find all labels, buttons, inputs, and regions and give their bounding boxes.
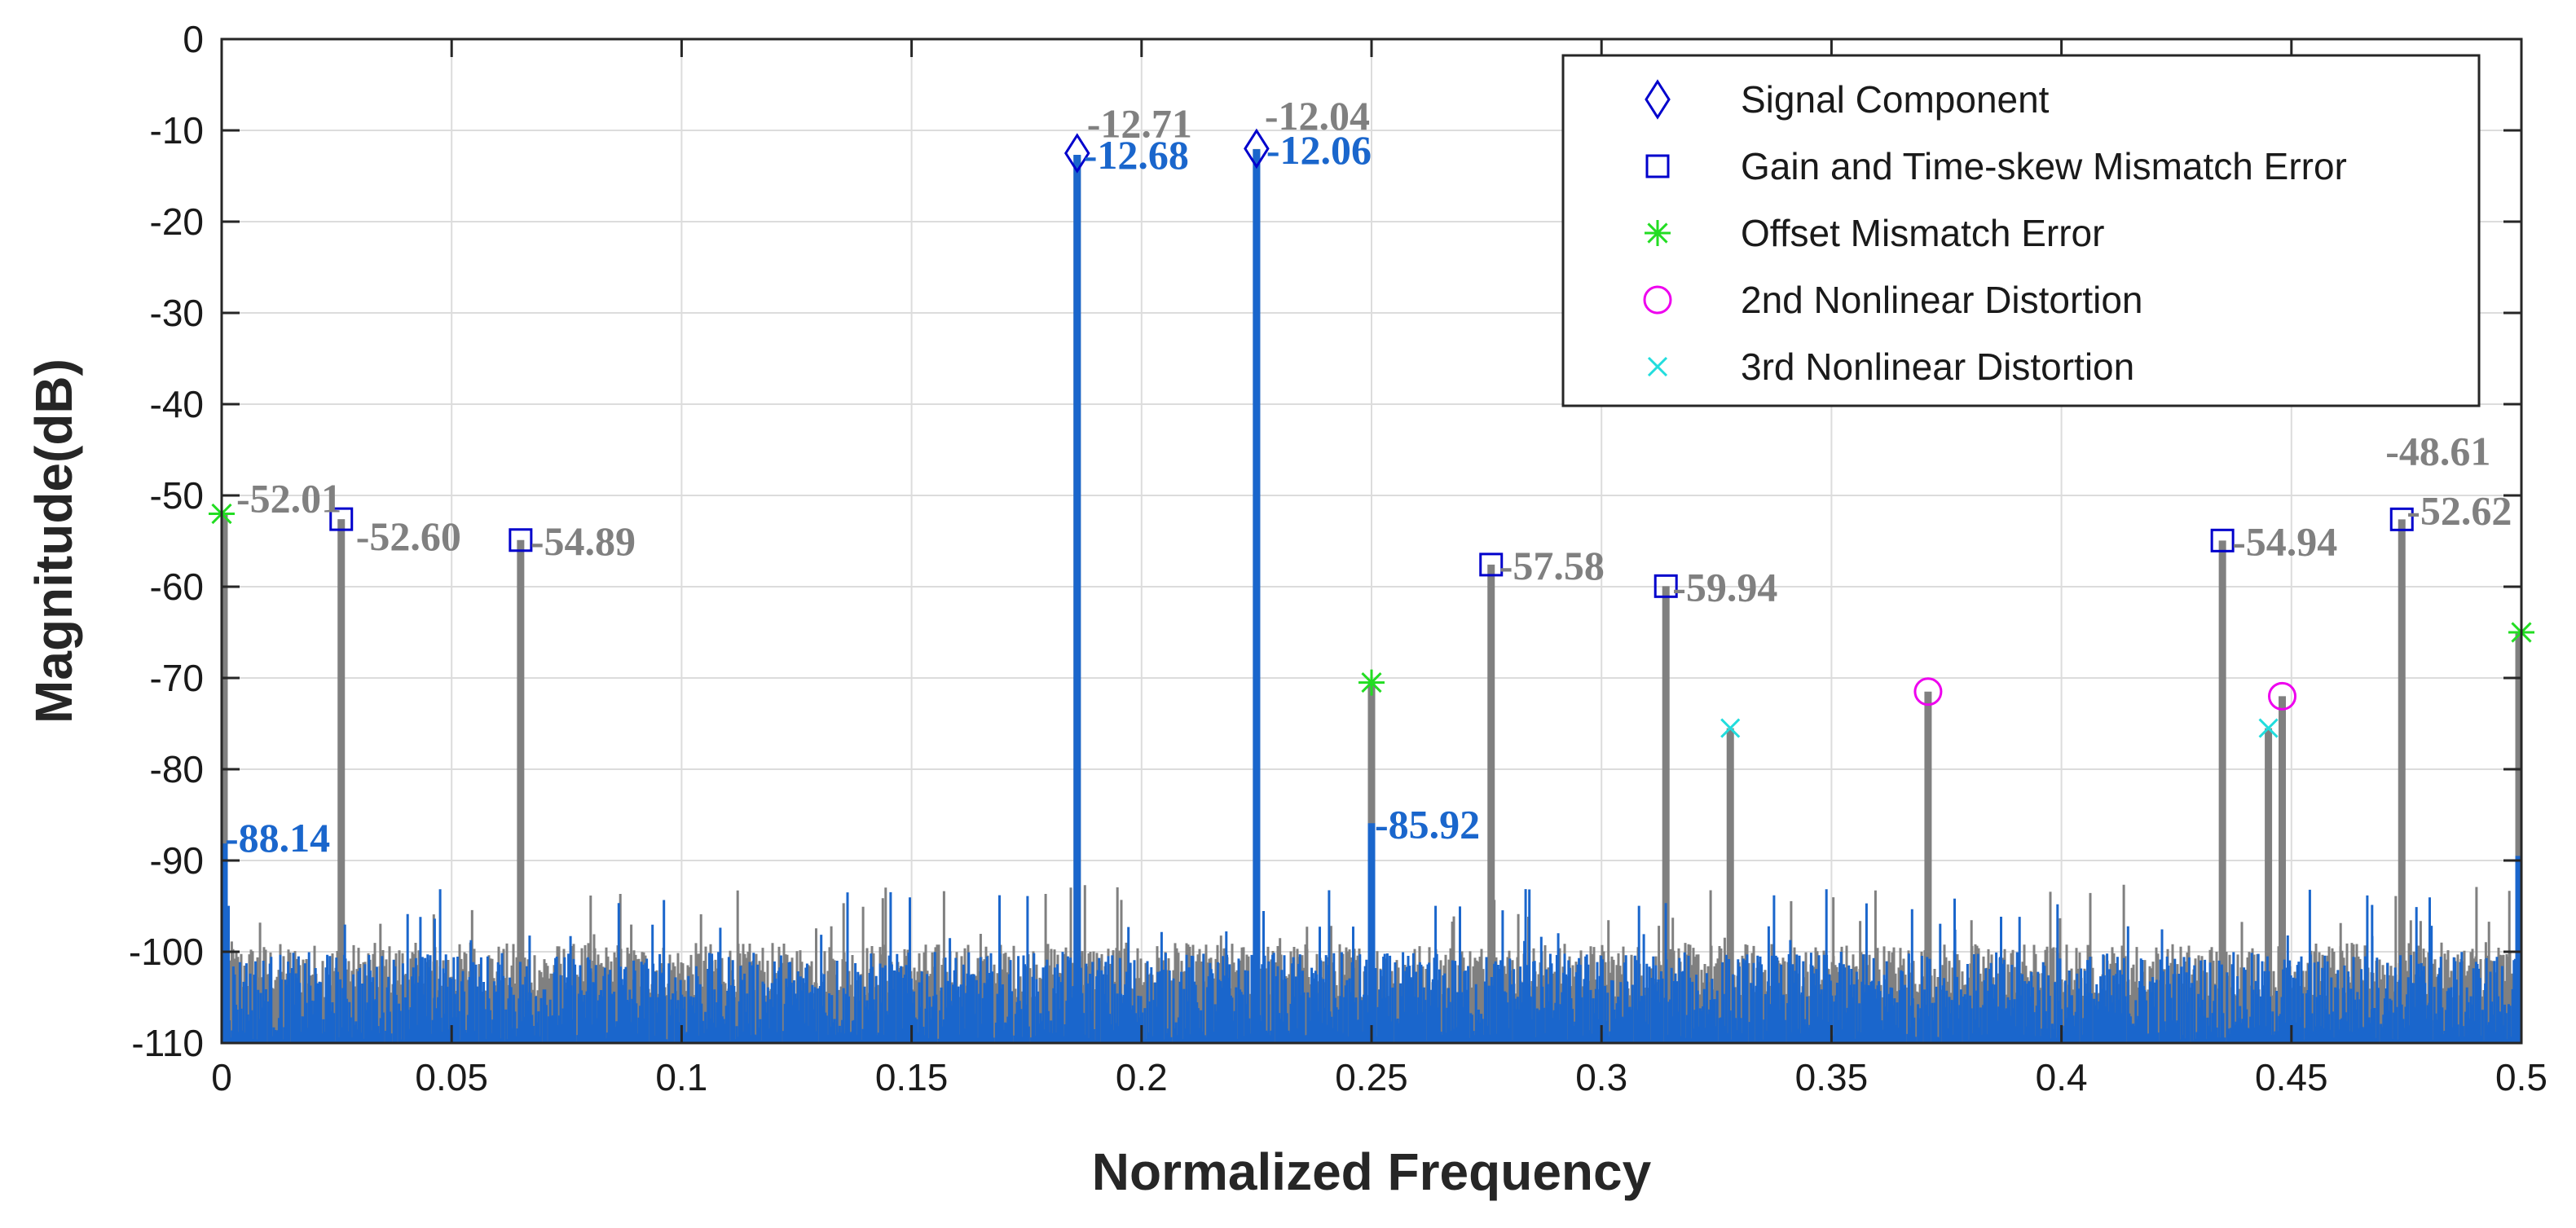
marker-gain_skew xyxy=(1479,552,1504,577)
x-tick-label: 0.1 xyxy=(655,1056,707,1098)
x-tick-label: 0.15 xyxy=(875,1056,949,1098)
marker-gain_skew xyxy=(509,528,533,552)
x-tick-label: 0.35 xyxy=(1795,1056,1869,1098)
data-label: -52.62 xyxy=(2406,487,2512,533)
y-axis-title: Magnitude(dB) xyxy=(24,359,83,724)
legend-label: 3rd Nonlinear Distortion xyxy=(1741,346,2134,388)
marker-signal xyxy=(1064,133,1090,174)
x-tick-label: 0 xyxy=(211,1056,232,1098)
marker-signal xyxy=(1244,128,1270,169)
marker-nl3 xyxy=(1720,718,1741,738)
data-label: -48.61 xyxy=(2385,428,2490,473)
y-tick-label: -80 xyxy=(150,748,204,790)
data-label: -12.06 xyxy=(1266,127,1372,173)
x-tick-label: 0.45 xyxy=(2255,1056,2328,1098)
data-label: -52.01 xyxy=(236,476,341,522)
legend-box xyxy=(1561,54,2481,407)
data-label: -12.04 xyxy=(1265,93,1370,139)
marker-gain_skew xyxy=(2389,507,2414,531)
ticks: 0 0.05 0.1 0.15 0.2 0.25 0.3 0.35 0.4 0.45 0.5 0 -10… xyxy=(129,18,2547,1098)
data-label: -54.89 xyxy=(531,518,636,564)
y-tick-label: -90 xyxy=(150,839,204,882)
legend-label: Offset Mismatch Error xyxy=(1741,212,2104,254)
marker-nl2 xyxy=(1913,677,1943,706)
x-axis-title: Normalized Frequency xyxy=(1092,1142,1652,1201)
y-tick-label: 0 xyxy=(183,18,204,60)
legend-marker-asterisk xyxy=(1645,220,1671,246)
annotations: -52.01 -52.60 -54.89 -12.71-12.68 -12.04-12.… xyxy=(225,93,2512,860)
y-tick-label: -60 xyxy=(150,566,204,608)
x-tick-label: 0.4 xyxy=(2036,1056,2088,1098)
data-label: -52.60 xyxy=(356,513,461,559)
legend-label: Signal Component xyxy=(1741,78,2050,121)
marker-gain_skew xyxy=(1653,574,1678,598)
y-tick-label: -20 xyxy=(150,200,204,243)
y-tick-label: -50 xyxy=(150,474,204,517)
y-tick-label: -30 xyxy=(150,292,204,334)
y-tick-label: -110 xyxy=(131,1022,204,1064)
data-label: -88.14 xyxy=(225,815,330,860)
data-label: -59.94 xyxy=(1672,564,1777,610)
y-tick-label: -40 xyxy=(150,383,204,425)
x-tick-label: 0.05 xyxy=(415,1056,488,1098)
data-label: -12.71 xyxy=(1087,100,1192,146)
x-tick-label: 0.5 xyxy=(2495,1056,2547,1098)
marker-offset xyxy=(1358,669,1385,696)
data-label: -54.94 xyxy=(2232,518,2337,564)
y-tick-label: -10 xyxy=(150,109,204,152)
data-label: -12.68 xyxy=(1084,132,1189,178)
x-tick-label: 0.25 xyxy=(1335,1056,1408,1098)
y-tick-label: -100 xyxy=(129,931,204,973)
y-tick-label: -70 xyxy=(150,657,204,699)
legend-label: 2nd Nonlinear Distortion xyxy=(1741,279,2143,321)
marker-nl2 xyxy=(2268,681,2297,711)
series xyxy=(220,148,2523,1043)
legend-label: Gain and Time-skew Mismatch Error xyxy=(1741,145,2347,187)
marker-gain_skew xyxy=(2210,528,2235,552)
data-label: -85.92 xyxy=(1375,801,1480,847)
x-tick-label: 0.2 xyxy=(1116,1056,1168,1098)
data-label: -57.58 xyxy=(1499,543,1605,588)
legend-marker-circle xyxy=(1643,285,1672,315)
x-tick-label: 0.3 xyxy=(1575,1056,1627,1098)
legend-marker-square xyxy=(1645,154,1670,178)
marker-nl3 xyxy=(2258,718,2279,738)
legend: Signal Component Gain and Time-skew Misma… xyxy=(1561,54,2481,407)
marker-gain_skew xyxy=(329,507,354,531)
legend-marker-diamond xyxy=(1645,79,1671,120)
series-after xyxy=(220,149,2523,1043)
legend-marker-cross xyxy=(1647,356,1668,377)
